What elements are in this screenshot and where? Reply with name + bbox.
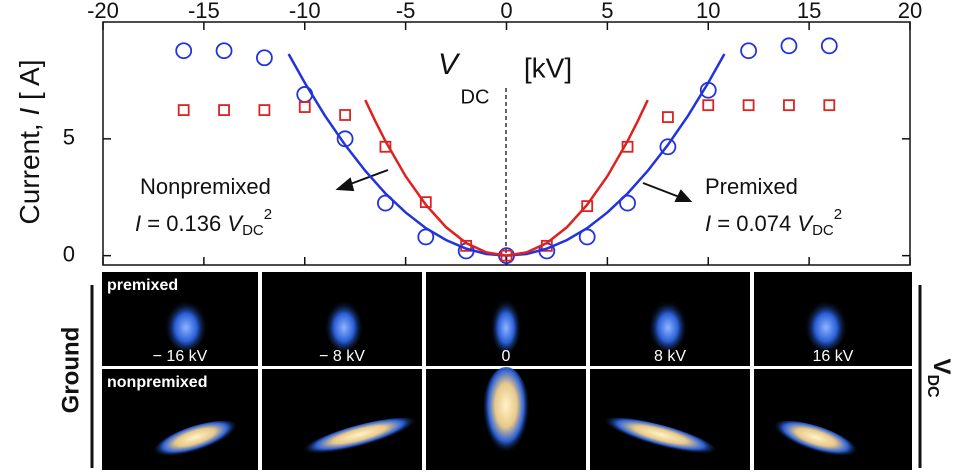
marker-circle [175, 42, 193, 60]
formula-v: V [227, 211, 244, 236]
marker-square [702, 99, 715, 112]
marker-square [419, 196, 432, 209]
marker-circle [740, 42, 757, 60]
column-label: − 16 kV [153, 348, 208, 365]
vdc-var: V [928, 358, 953, 374]
row-label: nonpremixed [107, 374, 207, 391]
flame [601, 417, 719, 457]
y-label-var: I [14, 108, 45, 116]
center-sub: DC [461, 86, 490, 108]
photo-cells [102, 272, 912, 470]
marker-square [177, 104, 190, 116]
y-tick-label: 0 [63, 241, 75, 266]
center-var: V [438, 48, 461, 81]
formula-var: I [705, 211, 711, 236]
marker-square [218, 104, 230, 116]
formula-var: I [135, 211, 141, 236]
flame [164, 294, 208, 350]
marker-square [298, 101, 311, 113]
arrow-head [335, 177, 355, 192]
x-tick-label: -15 [188, 0, 220, 23]
formula-sub: DC [812, 222, 834, 239]
x-tick-label: 10 [696, 0, 720, 23]
flame [771, 420, 859, 460]
marker-circle [820, 37, 838, 55]
flame [648, 294, 688, 350]
x-tick-label: 0 [500, 0, 512, 23]
marker-square [258, 104, 271, 116]
formula-sup: 2 [264, 206, 272, 223]
marker-circle [619, 194, 636, 212]
marker-circle [659, 138, 677, 156]
formula-eq: = 0.136 [147, 211, 221, 236]
arrows [335, 169, 693, 202]
marker-square [581, 200, 594, 213]
formula-v: V [797, 211, 814, 236]
row-label: premixed [107, 277, 178, 294]
x-tick-label: -20 [87, 0, 119, 23]
marker-square [783, 99, 795, 112]
flame [152, 420, 240, 460]
ground-label: Ground [57, 327, 84, 414]
column-label: 8 kV [654, 348, 686, 365]
marker-square [823, 99, 836, 112]
column-label: 0 [502, 348, 511, 365]
flame [324, 294, 364, 350]
center-unit: [kV] [524, 52, 572, 83]
formula-sup: 2 [834, 206, 842, 223]
marker-circle [215, 42, 233, 60]
vdc-sub: DC [924, 374, 941, 398]
annotation-label: Nonpremixed [140, 174, 271, 199]
y-tick-label: 5 [63, 125, 75, 150]
annotation-formula: I = 0.136 VDC2 [135, 206, 272, 239]
marker-circle [377, 194, 394, 212]
x-tick-label: 5 [601, 0, 613, 23]
annotation-formula: I = 0.074 VDC2 [705, 206, 842, 239]
vdc-label: VDC [924, 358, 953, 398]
marker-circle [255, 49, 273, 67]
y-label-unit: [ A] [14, 60, 45, 100]
annotation-label: Premixed [705, 174, 798, 199]
flame [301, 417, 419, 457]
marker-circle [780, 37, 798, 55]
arrow-head [674, 189, 693, 202]
column-label: 16 kV [813, 348, 854, 365]
x-tick-label: 20 [898, 0, 922, 23]
column-label: − 8 kV [319, 348, 365, 365]
x-tick-label: -5 [396, 0, 416, 23]
arrow [642, 182, 683, 199]
marker-square [742, 99, 755, 112]
photo-labels: premixed nonpremixed − 16 kV − 8 kV 0 8 … [107, 277, 854, 391]
formula-sub: DC [242, 222, 264, 239]
flame [804, 294, 848, 350]
y-label-text: Current, [14, 123, 45, 224]
x-tick-label: 15 [797, 0, 821, 23]
formula-eq: = 0.074 [717, 211, 791, 236]
marker-square [339, 109, 352, 121]
flame [490, 292, 522, 352]
marker-square [662, 111, 674, 123]
y-axis-label: Current, I [ A] [14, 60, 45, 225]
x-tick-label: -10 [289, 0, 321, 23]
fit-line [364, 99, 649, 257]
flame [482, 367, 530, 463]
